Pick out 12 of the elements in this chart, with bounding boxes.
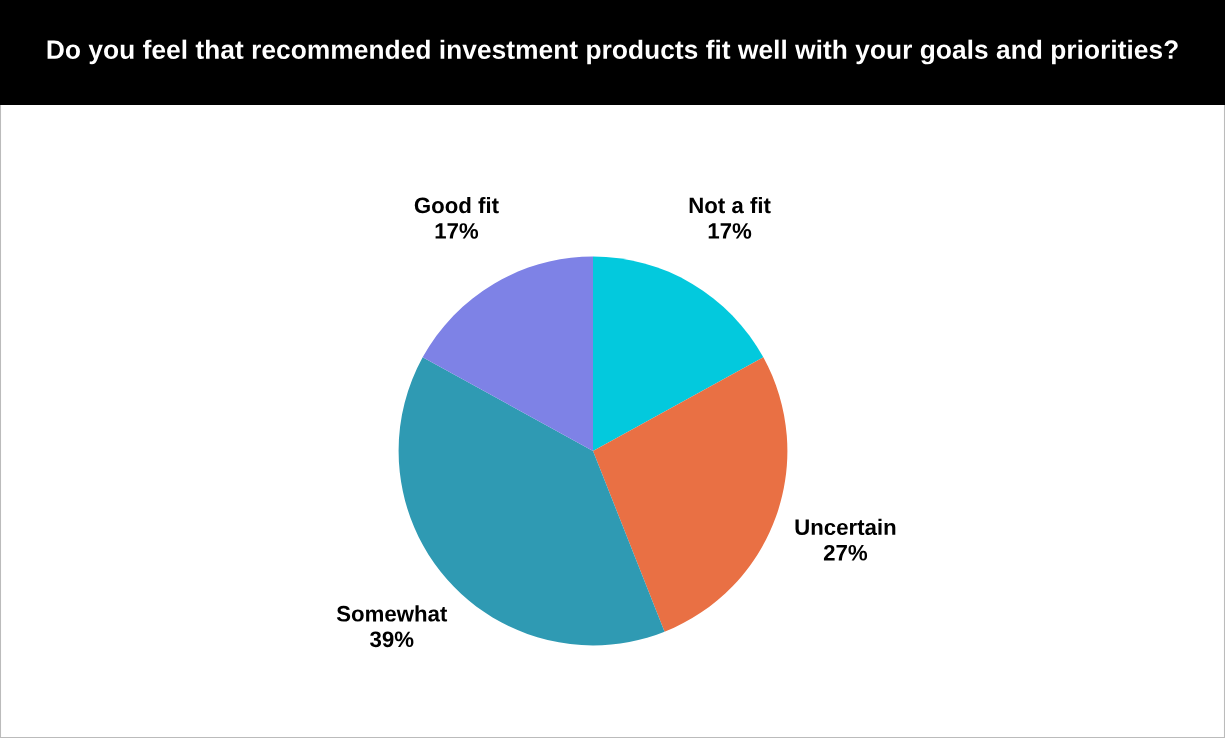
slice-label: Good fit: [414, 196, 499, 214]
pie-slice: [593, 256, 764, 451]
data-label: 27%: [823, 544, 868, 561]
data-label: 39%: [370, 631, 414, 648]
slice-label: Uncertain: [795, 518, 896, 536]
data-label: 17%: [435, 223, 479, 239]
pie-slice: [422, 256, 593, 451]
chart-title: Do you feel that recommended investment products fit well with your goals and priorities?: [47, 39, 1178, 65]
data-label: 17%: [708, 223, 752, 239]
slice-label: Not a fit: [689, 196, 771, 214]
pie-slice: [593, 357, 788, 632]
slice-label: Somewhat: [336, 605, 448, 622]
